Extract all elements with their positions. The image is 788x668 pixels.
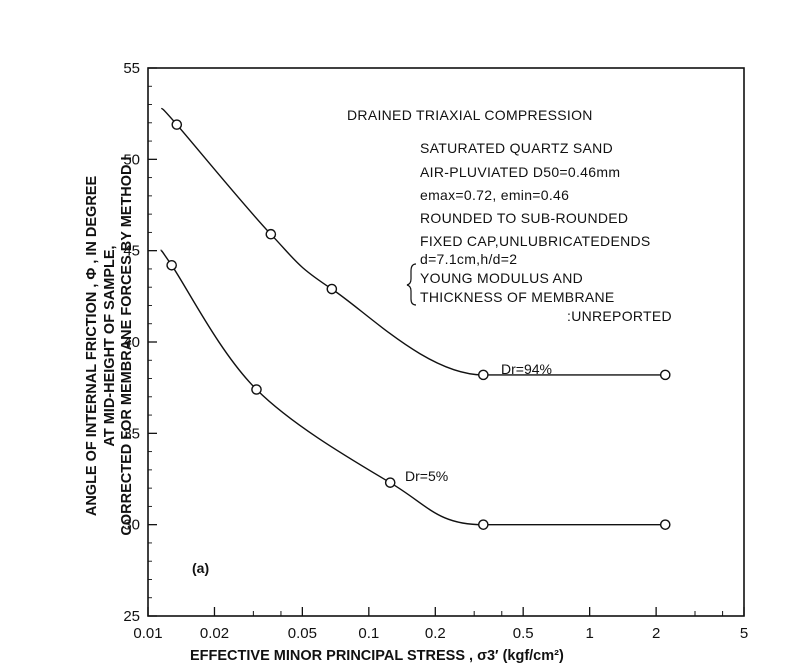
data-point xyxy=(251,384,262,395)
x-tick-label: 1 xyxy=(585,625,593,642)
y-axis-title-line-3: CORRECTED FOR MEMBRANE FORCES BY METHOD … xyxy=(119,156,135,535)
x-tick-label: 2 xyxy=(652,625,660,642)
data-point xyxy=(265,228,277,240)
x-tick-label: 0.01 xyxy=(133,625,162,642)
note-line-5: ROUNDED TO SUB-ROUNDED xyxy=(420,210,628,226)
y-tick-label: 40 xyxy=(123,334,140,351)
note-line-7: d=7.1cm,h/d=2 xyxy=(420,251,517,267)
x-tick-label: 0.05 xyxy=(288,625,317,642)
note-line-1: DRAINED TRIAXIAL COMPRESSION xyxy=(347,107,593,123)
note-line-9: THICKNESS OF MEMBRANE xyxy=(420,289,615,305)
y-tick-label: 55 xyxy=(123,60,140,77)
note-line-8: YOUNG MODULUS AND xyxy=(420,270,583,286)
y-axis-title-line-2: AT MID-HEIGHT OF SAMPLE, xyxy=(102,245,118,446)
data-point xyxy=(478,519,489,530)
y-tick-label: 45 xyxy=(123,243,140,260)
x-axis-ticks: 0.01 0.02 0.05 0.1 0.2 0.5 1 2 5 xyxy=(133,607,748,642)
series-label-dr94: Dr=94% xyxy=(501,361,552,377)
note-line-4: emax=0.72, emin=0.46 xyxy=(420,187,569,203)
x-tick-label: 0.5 xyxy=(513,625,534,642)
data-point xyxy=(478,369,489,381)
data-point xyxy=(166,259,177,271)
data-point xyxy=(659,369,671,381)
data-point xyxy=(384,477,396,488)
note-line-6: FIXED CAP,UNLUBRICATEDENDS xyxy=(420,233,651,249)
x-axis-title: EFFECTIVE MINOR PRINCIPAL STRESS , σ3′ (… xyxy=(190,648,564,664)
note-line-3: AIR-PLUVIATED D50=0.46mm xyxy=(420,164,620,180)
y-tick-label: 35 xyxy=(123,425,140,442)
panel-label: (a) xyxy=(192,560,209,576)
test-conditions-note: DRAINED TRIAXIAL COMPRESSION SATURATED Q… xyxy=(347,107,672,324)
y-tick-label: 50 xyxy=(123,151,140,168)
x-tick-label: 0.02 xyxy=(200,625,229,642)
data-point xyxy=(171,119,183,130)
y-tick-label: 30 xyxy=(123,517,140,534)
data-point xyxy=(326,283,338,295)
x-tick-label: 0.1 xyxy=(358,625,379,642)
data-point xyxy=(659,519,671,530)
y-axis-title: ANGLE OF INTERNAL FRICTION , Φ , IN DEGR… xyxy=(84,156,135,535)
brace-icon xyxy=(406,263,417,306)
x-tick-label: 5 xyxy=(740,625,748,642)
x-tick-label: 0.2 xyxy=(425,625,446,642)
series-label-dr5: Dr=5% xyxy=(405,468,448,484)
y-axis-title-line-1: ANGLE OF INTERNAL FRICTION , Φ , IN DEGR… xyxy=(84,176,100,517)
data-points xyxy=(166,119,671,530)
y-tick-label: 25 xyxy=(123,608,140,625)
note-line-10: :UNREPORTED xyxy=(567,308,672,324)
y-axis-ticks: 25 30 35 40 45 50 55 xyxy=(123,60,157,625)
note-line-2: SATURATED QUARTZ SAND xyxy=(420,140,613,156)
